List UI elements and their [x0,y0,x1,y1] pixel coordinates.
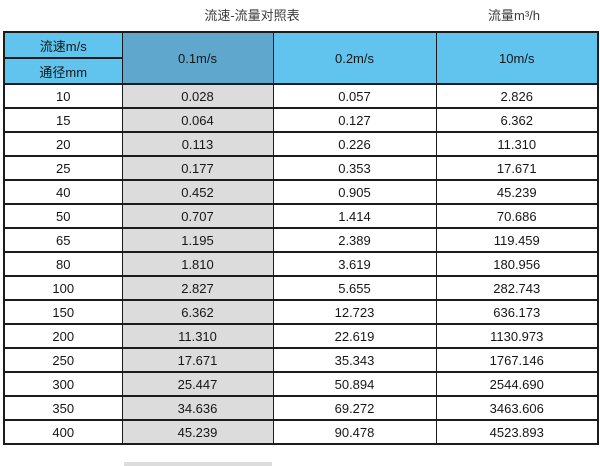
table-header: 流速m/s 0.1m/s 0.2m/s 10m/s 通径mm [3,31,599,85]
flow-value-cell: 45.239 [121,419,274,445]
flow-value-cell: 50.894 [272,371,437,397]
diameter-cell: 300 [3,371,123,397]
flow-value-cell: 34.636 [121,395,274,421]
flow-value-cell: 12.723 [272,299,437,325]
header-row-velocity: 流速m/s 0.1m/s 0.2m/s 10m/s [3,31,599,85]
diameter-cell: 20 [3,131,123,157]
table-row: 65 1.195 2.389 119.459 [3,227,599,253]
flow-value-cell: 636.173 [435,299,599,325]
table-row: 80 1.810 3.619 180.956 [3,251,599,277]
column-header-10ms: 10m/s [435,31,599,85]
flow-value-cell: 2.389 [272,227,437,253]
flow-value-cell: 69.272 [272,395,437,421]
diameter-cell: 50 [3,203,123,229]
flow-value-cell: 6.362 [435,107,599,133]
flow-value-cell: 2544.690 [435,371,599,397]
flow-value-cell: 282.743 [435,275,599,301]
table-row: 50 0.707 1.414 70.686 [3,203,599,229]
column-header-0-1ms: 0.1m/s [121,31,274,85]
flow-value-cell: 3.619 [272,251,437,277]
flow-value-cell: 1.810 [121,251,274,277]
flow-value-cell: 1.195 [121,227,274,253]
flow-value-cell: 0.707 [121,203,274,229]
flow-value-cell: 3463.606 [435,395,599,421]
flow-rate-table: 流速m/s 0.1m/s 0.2m/s 10m/s 通径mm 10 0.028 0.… [3,31,599,445]
flow-value-cell: 1130.973 [435,323,599,349]
flow-value-cell: 25.447 [121,371,274,397]
diameter-cell: 250 [3,347,123,373]
flow-value-cell: 4523.893 [435,419,599,445]
flow-value-cell: 17.671 [121,347,274,373]
table-row: 15 0.064 0.127 6.362 [3,107,599,133]
table-title: 流速-流量对照表 [204,8,300,23]
table-row: 350 34.636 69.272 3463.606 [3,395,599,421]
diameter-cell: 200 [3,323,123,349]
flow-value-cell: 0.057 [272,83,437,109]
table-row: 25 0.177 0.353 17.671 [3,155,599,181]
velocity-unit-cell: 流速m/s [3,31,123,59]
header-row-diameter: 通径mm [3,57,598,85]
diameter-cell: 100 [3,275,123,301]
flow-value-cell: 0.353 [272,155,437,181]
table-row: 100 2.827 5.655 282.743 [3,275,599,301]
table-row: 200 11.310 22.619 1130.973 [3,323,599,349]
flow-value-cell: 11.310 [435,131,599,157]
diameter-cell: 150 [3,299,123,325]
diameter-cell: 65 [3,227,123,253]
flow-value-cell: 0.028 [121,83,274,109]
gray-column-overflow [124,462,272,466]
table-row: 250 17.671 35.343 1767.146 [3,347,599,373]
table-row: 20 0.113 0.226 11.310 [3,131,599,157]
diameter-cell: 10 [3,83,123,109]
flow-value-cell: 35.343 [272,347,437,373]
column-header-0-2ms: 0.2m/s [272,31,437,85]
flow-value-cell: 0.113 [121,131,274,157]
table-body: 10 0.028 0.057 2.826 15 0.064 0.127 6.362 20 0.11… [3,83,599,445]
flow-value-cell: 0.226 [272,131,437,157]
table-row: 10 0.028 0.057 2.826 [3,83,599,109]
flow-value-cell: 180.956 [435,251,599,277]
diameter-cell: 350 [3,395,123,421]
diameter-cell: 40 [3,179,123,205]
table-row: 300 25.447 50.894 2544.690 [3,371,599,397]
flow-value-cell: 0.127 [272,107,437,133]
flow-value-cell: 11.310 [121,323,274,349]
flow-value-cell: 0.064 [121,107,274,133]
table-row: 40 0.452 0.905 45.239 [3,179,599,205]
flow-value-cell: 1.414 [272,203,437,229]
flow-value-cell: 1767.146 [435,347,599,373]
flow-rate-unit-title: 流量m³/h [487,8,541,23]
diameter-cell: 80 [3,251,123,277]
diameter-cell: 15 [3,107,123,133]
flow-value-cell: 45.239 [435,179,599,205]
flow-value-cell: 5.655 [272,275,437,301]
flow-value-cell: 17.671 [435,155,599,181]
flow-value-cell: 70.686 [435,203,599,229]
flow-value-cell: 0.905 [272,179,437,205]
flow-value-cell: 90.478 [272,419,437,445]
diameter-cell: 400 [3,419,123,445]
flow-value-cell: 2.826 [435,83,599,109]
flow-value-cell: 2.827 [121,275,274,301]
flow-value-cell: 0.452 [121,179,274,205]
flow-value-cell: 6.362 [121,299,274,325]
diameter-unit-cell: 通径mm [3,57,123,85]
flow-value-cell: 0.177 [121,155,274,181]
flow-value-cell: 22.619 [272,323,437,349]
diameter-cell: 25 [3,155,123,181]
table-row: 150 6.362 12.723 636.173 [3,299,599,325]
flow-value-cell: 119.459 [435,227,599,253]
table-row: 400 45.239 90.478 4523.893 [3,419,599,445]
